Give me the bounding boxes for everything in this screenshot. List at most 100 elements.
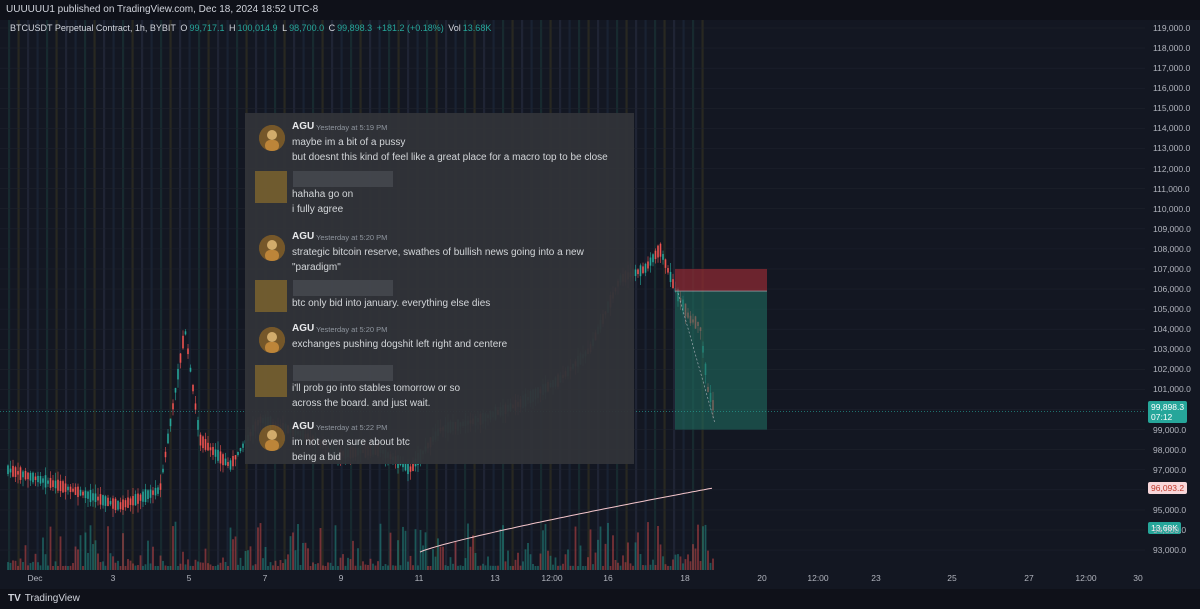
session-band [122,20,125,570]
volume-bar [197,561,199,570]
volume-bar [577,565,579,570]
session-band [74,20,77,570]
message-text: but doesnt this kind of feel like a grea… [292,152,608,163]
volume-bar [187,559,189,570]
price-tick-label: 105,000.0 [1153,304,1191,315]
message-text: i'll prob go into stables tomorrow or so [292,383,461,394]
volume-bar [257,527,259,570]
price-tick-label: 106,000.0 [1153,284,1191,295]
volume-bar [299,565,302,570]
price-tick-label: 115,000.0 [1153,103,1191,114]
message-text: exchanges pushing dogshit left right and… [292,339,508,350]
message-text: strategic bitcoin reserve, swathes of bu… [292,247,584,258]
message-text: being a bid [292,452,341,463]
volume-bar [182,551,184,570]
volume-bar [539,553,542,570]
volume-bar [259,523,262,570]
time-tick-label: 7 [262,573,268,583]
price-tick-label: 95,000.0 [1153,504,1187,515]
open-value: 99,717.1 [189,23,225,33]
volume-bar [107,526,109,570]
volume-bar [207,563,209,570]
volume-bar [312,562,314,570]
chat-message: AGU Yesterday at 5:20 PM strategic bitcoin… [245,231,634,281]
candle-body [219,451,222,464]
candle-body [154,487,157,496]
volume-bar [309,566,312,570]
session-band [36,20,39,570]
volume-bar [419,530,422,570]
candle-body [52,480,54,487]
candle-body [237,451,239,455]
volume-bar [342,554,344,570]
candle-body [229,460,232,470]
volume-bar [552,564,554,570]
candle-body [647,261,649,269]
candle-body [184,331,187,335]
time-tick-label: 12:00 [1075,573,1097,583]
candle-body [152,490,154,495]
session-band [654,20,657,570]
volume-bar [327,562,329,570]
volume-bar [477,565,479,570]
volume-bar [367,565,369,570]
volume-bar [274,560,277,570]
redacted-avatar [255,365,287,397]
volume-bar [74,546,77,570]
volume-bar [347,557,349,570]
volume-bar [124,565,127,570]
chat-message: hahaha go on i fully agree [245,171,634,221]
volume-bar [532,564,534,570]
volume-bar [489,565,492,570]
session-band [55,20,58,570]
volume-bar [232,539,234,570]
volume-bar [144,564,147,570]
volume-bar [389,532,392,570]
price-tick-label: 114,000.0 [1153,123,1191,134]
volume-bar [7,562,9,570]
volume-bar [204,548,207,570]
redacted-username [293,365,393,381]
volume-bar [222,557,224,570]
session-band [644,20,647,570]
volume-bar [444,565,447,570]
time-tick-label: 20 [757,573,767,583]
chat-message: AGU Yesterday at 5:19 PM maybe im a bit of… [245,121,634,171]
volume-bar [409,555,412,570]
symbol-name[interactable]: BTCUSDT Perpetual Contract, 1h, BYBIT [10,23,176,33]
candle-body [17,471,19,475]
session-band [663,20,666,570]
price-tick-label: 119,000.0 [1153,23,1191,33]
time-axis[interactable]: Dec 3 5 7 9 11 13 12:00 16 18 20 12:00 23 25 27 12:00 30 [0,570,1145,586]
volume-bar [529,554,532,570]
volume-bar [527,543,529,570]
session-band [84,20,87,570]
short-position-target-zone [675,291,767,430]
volume-bar [492,565,494,570]
candle-body [94,493,97,502]
volume-bar [549,555,552,570]
volume-bar [594,552,597,570]
volume-bar [109,553,112,570]
volume-bar [599,526,602,570]
volume-bar [657,525,659,570]
redacted-username [293,171,393,187]
volume-bar [677,554,679,570]
session-band [207,20,210,570]
volume-bar [504,561,507,570]
low-value: 98,700.0 [289,23,325,33]
volume-bar [247,550,249,570]
volume-bar [372,563,374,570]
chat-message: AGU Yesterday at 5:20 PM exchanges pushing… [245,323,634,373]
candle-body [127,497,129,508]
session-band [103,20,106,570]
price-tick-label: 93,000.0 [1153,545,1187,556]
volume-bar [704,524,707,570]
redacted-avatar [255,280,287,312]
candle-body [187,348,189,355]
volume-bar [412,565,414,570]
volume-bar [239,557,242,570]
price-axis[interactable]: 99,898.3 07:12 96,093.2 13.68K 119,000.0… [1145,20,1200,570]
volume-bar [694,548,697,570]
message-timestamp: Yesterday at 5:22 PM [316,423,388,432]
